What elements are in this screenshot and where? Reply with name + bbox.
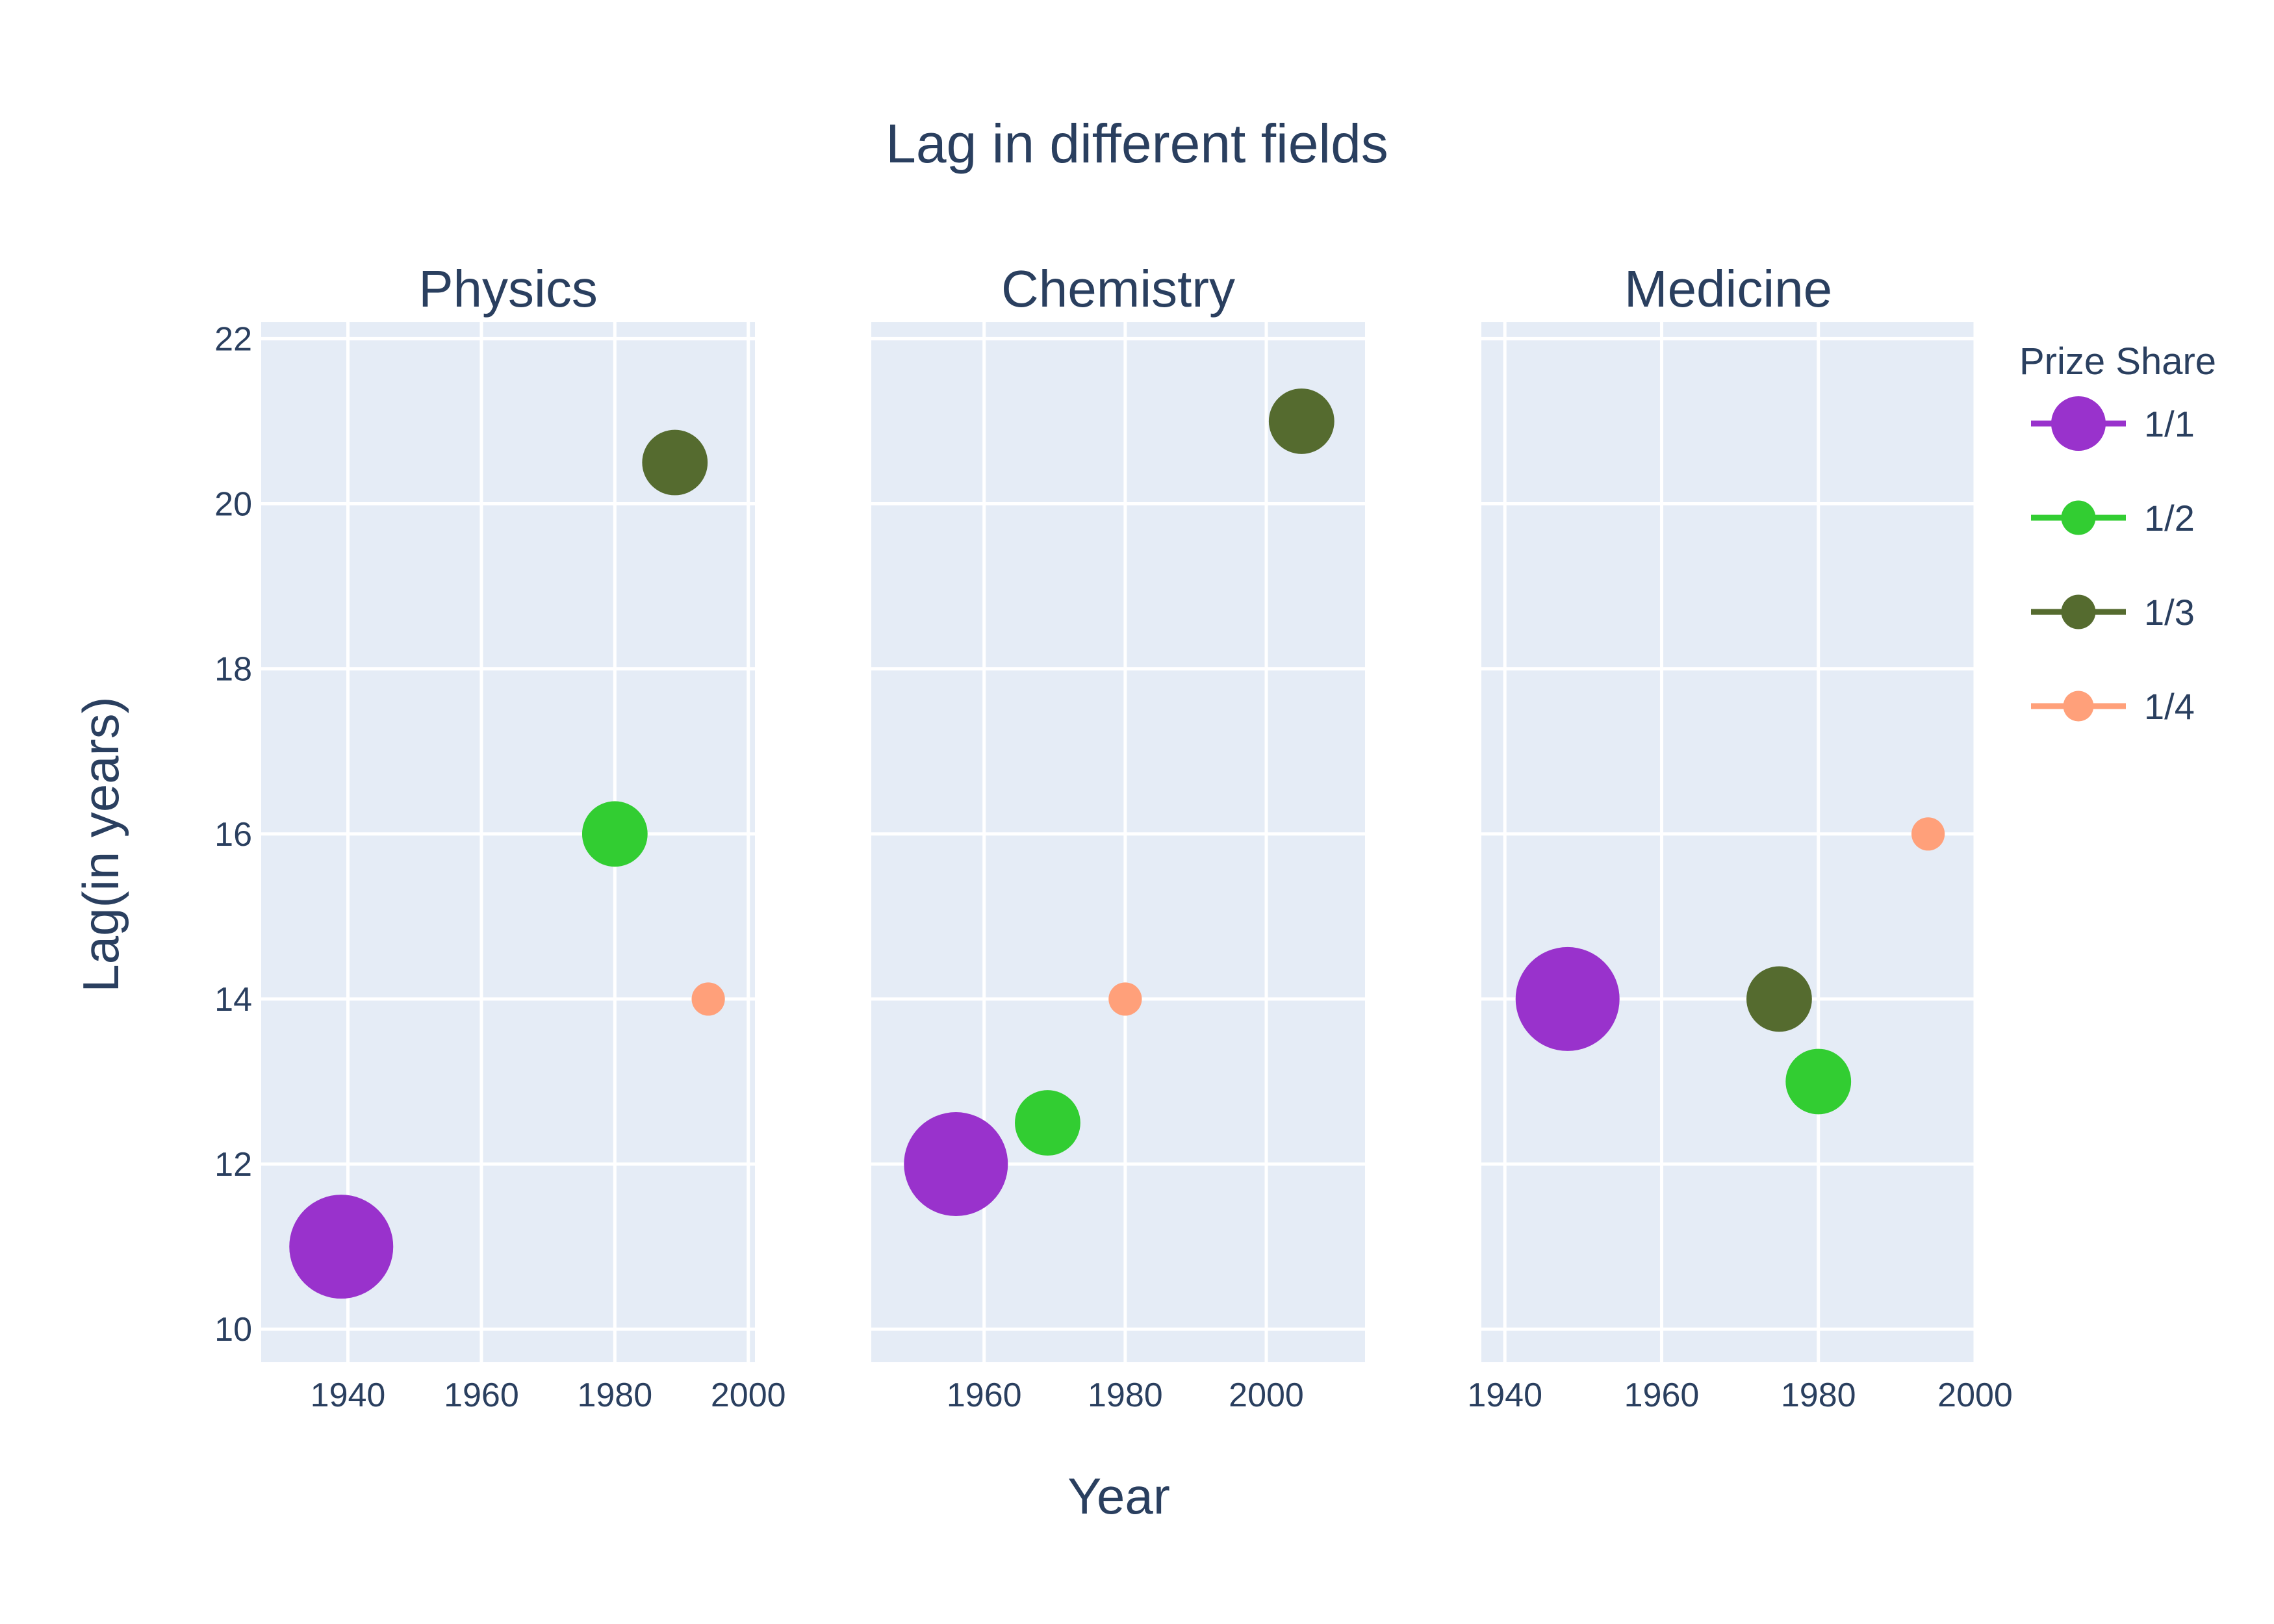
legend-item-1-2: 1/2: [2031, 498, 2195, 539]
y-tick-label: 18: [214, 651, 252, 689]
subplot-medicine: 1940 1960 1980 2000 Medicine: [1467, 260, 2012, 1414]
point-medicine-1-3: [1746, 966, 1812, 1032]
x-tick-label: 2000: [1937, 1377, 2013, 1414]
y-tick-label: 14: [214, 981, 252, 1019]
y-tick-label: 12: [214, 1146, 252, 1184]
x-tick-label: 2000: [711, 1377, 786, 1414]
legend-marker: [2063, 691, 2094, 722]
x-tick-label: 1960: [947, 1377, 1022, 1414]
panels-layer: 10 12 14 16 18 20 22 1940 1960 1980 2000 Physics 196…: [214, 260, 2013, 1414]
point-physics-1-1: [289, 1195, 394, 1299]
y-axis-title: Lag(in years): [72, 696, 129, 992]
point-chemistry-1-2: [1015, 1090, 1080, 1156]
x-tick-label: 1980: [1088, 1377, 1163, 1414]
x-tick-label: 1940: [1467, 1377, 1542, 1414]
plot-background: [1481, 322, 1975, 1362]
legend-label: 1/2: [2144, 498, 2195, 539]
x-tick-label: 1940: [311, 1377, 386, 1414]
point-medicine-1-2: [1785, 1048, 1852, 1115]
legend-item-1-3: 1/3: [2031, 592, 2195, 633]
x-tick-label: 1980: [577, 1377, 652, 1414]
y-tick-label: 10: [214, 1311, 252, 1349]
legend: Prize Share 1/1 1/2 1/3 1/4: [2019, 340, 2216, 727]
legend-marker: [2061, 500, 2096, 535]
point-physics-1-3: [642, 429, 708, 496]
legend-item-1-1: 1/1: [2031, 396, 2195, 451]
legend-marker: [2061, 594, 2096, 629]
legend-label: 1/3: [2144, 592, 2195, 633]
subplot-title: Physics: [418, 260, 598, 318]
point-chemistry-1-4: [1108, 982, 1142, 1016]
x-axis-title: Year: [1067, 1467, 1170, 1525]
subplot-title: Medicine: [1624, 260, 1832, 318]
x-tick-label: 1960: [444, 1377, 519, 1414]
point-chemistry-1-3: [1268, 388, 1335, 454]
point-medicine-1-4: [1911, 817, 1945, 851]
subplot-chemistry: 1960 1980 2000 Chemistry: [871, 260, 1365, 1414]
point-medicine-1-1: [1515, 946, 1620, 1051]
legend-title: Prize Share: [2019, 340, 2216, 383]
x-tick-label: 2000: [1229, 1377, 1304, 1414]
x-tick-label: 1980: [1781, 1377, 1856, 1414]
x-tick-label: 1960: [1624, 1377, 1700, 1414]
legend-label: 1/1: [2144, 403, 2195, 444]
y-tick-label: 16: [214, 816, 252, 854]
point-chemistry-1-1: [904, 1112, 1008, 1217]
subplot-title: Chemistry: [1001, 260, 1235, 318]
legend-item-1-4: 1/4: [2031, 686, 2195, 727]
subplot-physics: 10 12 14 16 18 20 22 1940 1960 1980 2000 Physics: [214, 260, 786, 1414]
point-physics-1-2: [581, 801, 648, 867]
chart-title: Lag in different fields: [886, 113, 1388, 174]
legend-marker: [2051, 396, 2106, 451]
y-tick-label: 20: [214, 486, 252, 524]
y-tick-label: 22: [214, 320, 252, 358]
legend-label: 1/4: [2144, 686, 2195, 727]
point-physics-1-4: [691, 982, 725, 1016]
plot-background: [261, 322, 755, 1362]
